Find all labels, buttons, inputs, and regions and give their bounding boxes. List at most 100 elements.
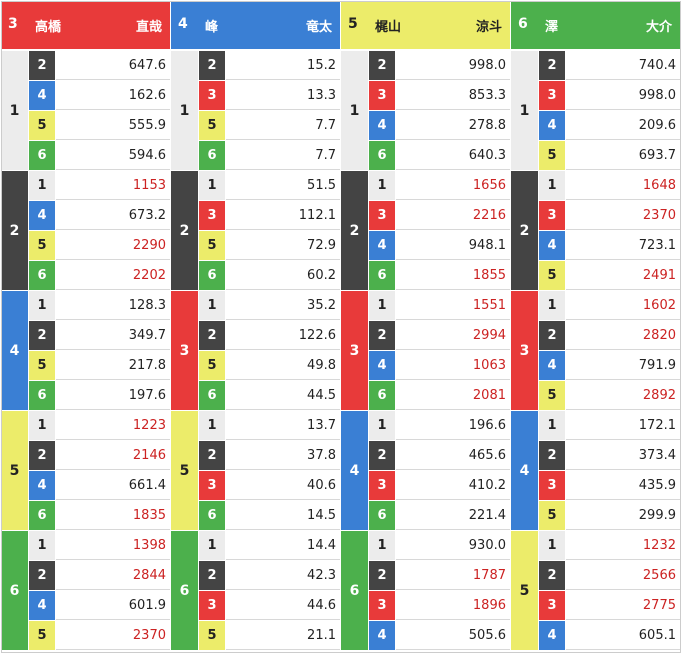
odds-row[interactable]: 5 2370 [28,621,171,651]
odds-row[interactable]: 3 40.6 [198,471,341,501]
odds-value: 435.9 [566,471,680,500]
odds-row[interactable]: 3 44.6 [198,591,341,621]
odds-row[interactable]: 6 14.5 [198,501,341,531]
odds-value: 2820 [566,321,680,350]
odds-value: 740.4 [566,51,680,80]
odds-row[interactable]: 5 21.1 [198,621,341,651]
odds-value: 2216 [396,201,510,230]
odds-row[interactable]: 2 122.6 [198,321,341,351]
odds-row[interactable]: 1 1398 [28,531,171,561]
odds-row[interactable]: 5 693.7 [538,141,681,171]
odds-row[interactable]: 3 853.3 [368,81,511,111]
odds-row[interactable]: 3 13.3 [198,81,341,111]
odds-row[interactable]: 5 299.9 [538,501,681,531]
odds-row[interactable]: 2 740.4 [538,51,681,81]
odds-row[interactable]: 1 14.4 [198,531,341,561]
odds-row[interactable]: 1 35.2 [198,291,341,321]
odds-row[interactable]: 1 1648 [538,171,681,201]
odds-row[interactable]: 2 2566 [538,561,681,591]
odds-row[interactable]: 4 948.1 [368,231,511,261]
odds-row[interactable]: 2 2146 [28,441,171,471]
odds-row[interactable]: 6 44.5 [198,381,341,411]
odds-row[interactable]: 3 2370 [538,201,681,231]
odds-row[interactable]: 2 998.0 [368,51,511,81]
odds-row[interactable]: 1 13.7 [198,411,341,441]
odds-row[interactable]: 1 1656 [368,171,511,201]
odds-row[interactable]: 6 1855 [368,261,511,291]
odds-row[interactable]: 1 930.0 [368,531,511,561]
odds-row[interactable]: 2 2994 [368,321,511,351]
row-boat-number: 1 [539,171,565,200]
odds-row[interactable]: 4 505.6 [368,621,511,651]
odds-row[interactable]: 6 594.6 [28,141,171,171]
row-boat-number: 1 [29,411,55,440]
odds-row[interactable]: 5 7.7 [198,111,341,141]
odds-row[interactable]: 3 2775 [538,591,681,621]
odds-row[interactable]: 4 791.9 [538,351,681,381]
row-boat-number: 1 [369,171,395,200]
odds-row[interactable]: 6 60.2 [198,261,341,291]
odds-row[interactable]: 3 410.2 [368,471,511,501]
odds-row[interactable]: 4 278.8 [368,111,511,141]
odds-row[interactable]: 2 37.8 [198,441,341,471]
group-boat-number: 6 [171,531,198,650]
combo-group: 6 1 1398 2 2844 4 601.9 5 2370 [1,531,171,651]
odds-row[interactable]: 1 1223 [28,411,171,441]
row-boat-number: 1 [539,291,565,320]
odds-row[interactable]: 6 2202 [28,261,171,291]
row-boat-number: 1 [199,411,225,440]
odds-row[interactable]: 1 1602 [538,291,681,321]
odds-row[interactable]: 2 465.6 [368,441,511,471]
odds-row[interactable]: 1 1232 [538,531,681,561]
row-boat-number: 2 [29,441,55,470]
odds-value: 998.0 [566,81,680,110]
odds-value: 2775 [566,591,680,620]
odds-row[interactable]: 2 647.6 [28,51,171,81]
odds-row[interactable]: 4 209.6 [538,111,681,141]
odds-row[interactable]: 2 15.2 [198,51,341,81]
odds-row[interactable]: 6 2081 [368,381,511,411]
odds-row[interactable]: 2 42.3 [198,561,341,591]
odds-row[interactable]: 5 555.9 [28,111,171,141]
odds-row[interactable]: 3 2216 [368,201,511,231]
odds-row[interactable]: 6 1835 [28,501,171,531]
odds-row[interactable]: 3 112.1 [198,201,341,231]
odds-row[interactable]: 1 172.1 [538,411,681,441]
odds-row[interactable]: 6 7.7 [198,141,341,171]
odds-row[interactable]: 1 196.6 [368,411,511,441]
odds-row[interactable]: 4 605.1 [538,621,681,651]
odds-row[interactable]: 5 2491 [538,261,681,291]
odds-row[interactable]: 2 2844 [28,561,171,591]
odds-row[interactable]: 4 162.6 [28,81,171,111]
odds-row[interactable]: 6 640.3 [368,141,511,171]
odds-row[interactable]: 3 435.9 [538,471,681,501]
odds-row[interactable]: 2 349.7 [28,321,171,351]
odds-row[interactable]: 2 1787 [368,561,511,591]
odds-row[interactable]: 2 2820 [538,321,681,351]
odds-row[interactable]: 2 373.4 [538,441,681,471]
row-boat-number: 3 [539,591,565,620]
odds-row[interactable]: 5 2290 [28,231,171,261]
odds-row[interactable]: 6 221.4 [368,501,511,531]
odds-row[interactable]: 4 1063 [368,351,511,381]
odds-row[interactable]: 4 723.1 [538,231,681,261]
odds-row[interactable]: 5 49.8 [198,351,341,381]
odds-row[interactable]: 1 128.3 [28,291,171,321]
odds-row[interactable]: 4 673.2 [28,201,171,231]
odds-row[interactable]: 1 51.5 [198,171,341,201]
odds-row[interactable]: 6 197.6 [28,381,171,411]
odds-value: 505.6 [396,621,510,650]
odds-row[interactable]: 5 72.9 [198,231,341,261]
odds-row[interactable]: 5 2892 [538,381,681,411]
odds-row[interactable]: 3 998.0 [538,81,681,111]
odds-row[interactable]: 3 1896 [368,591,511,621]
odds-row[interactable]: 4 661.4 [28,471,171,501]
combo-group: 4 1 172.1 2 373.4 3 435.9 5 299.9 [511,411,681,531]
racer-name: 梶山 涼斗 [375,16,502,35]
row-boat-number: 2 [29,51,55,80]
odds-row[interactable]: 4 601.9 [28,591,171,621]
odds-row[interactable]: 5 217.8 [28,351,171,381]
odds-row[interactable]: 1 1153 [28,171,171,201]
odds-row[interactable]: 1 1551 [368,291,511,321]
